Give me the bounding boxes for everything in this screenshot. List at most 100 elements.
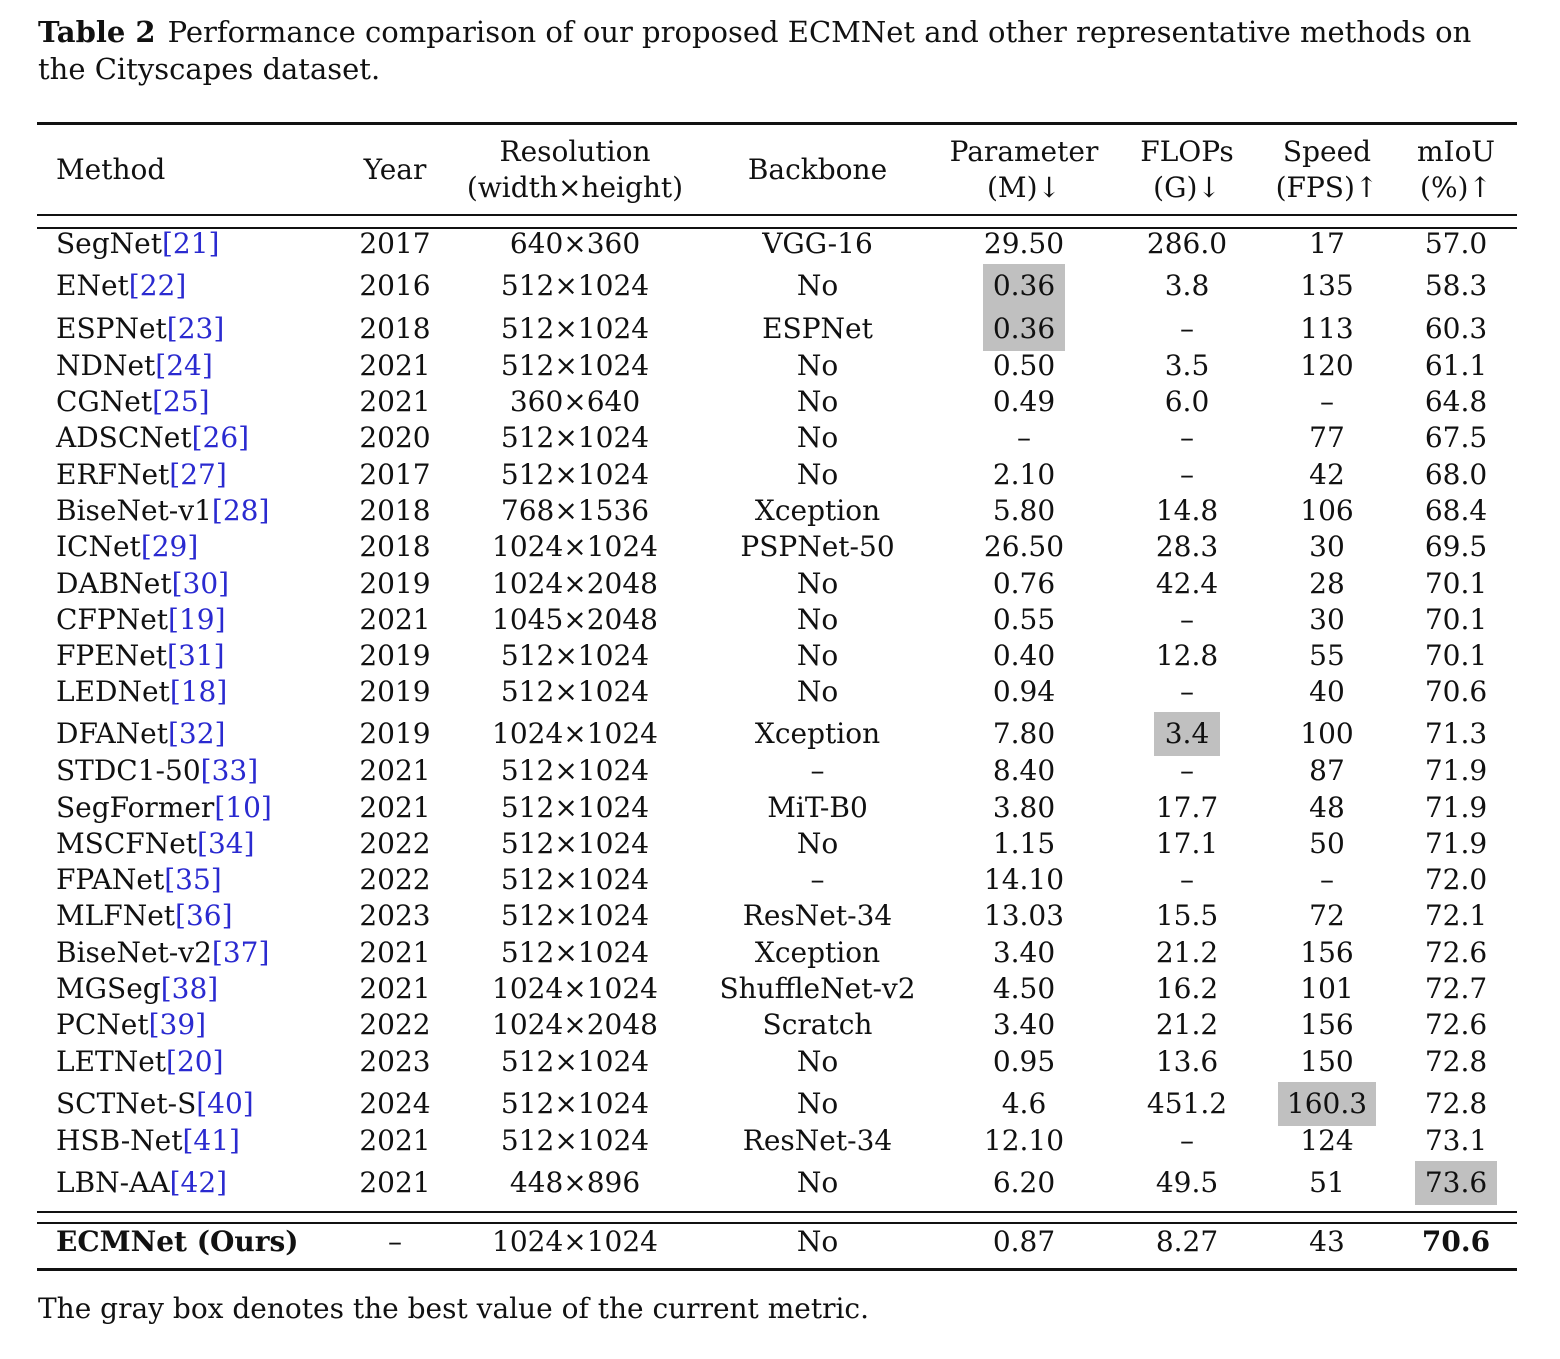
- citation-link[interactable]: [23]: [166, 312, 225, 345]
- method-name: SCTNet-S: [56, 1087, 197, 1120]
- resolution-value: 512×1024: [500, 1087, 650, 1120]
- row-method: NDNet[24]: [56, 348, 346, 384]
- row-resolution: 512×1024: [455, 898, 695, 934]
- backbone-value: No: [796, 1166, 839, 1199]
- row-year: 2019: [350, 566, 440, 602]
- params-value: 0.76: [992, 567, 1056, 600]
- row-miou: 70.1: [1405, 638, 1507, 674]
- backbone-value: No: [796, 1045, 839, 1078]
- row-miou: 71.9: [1405, 826, 1507, 862]
- row-miou: 68.4: [1405, 493, 1507, 529]
- backbone-value: Xception: [754, 936, 881, 969]
- citation-link[interactable]: [29]: [140, 530, 199, 563]
- citation-link[interactable]: [32]: [168, 717, 226, 750]
- header-rule: [37, 214, 1517, 216]
- row-miou: 61.1: [1405, 348, 1507, 384]
- citation-link[interactable]: [38]: [160, 972, 219, 1005]
- table-row: DFANet[32] 2019 1024×1024 Xception 7.80 3.4 10…: [0, 712, 1560, 756]
- row-speed: 77: [1265, 420, 1389, 456]
- citation-link[interactable]: [18]: [169, 675, 228, 708]
- method-name: ESPNet: [56, 312, 167, 345]
- row-miou: 67.5: [1405, 420, 1507, 456]
- ours-year: –: [388, 1225, 402, 1258]
- resolution-value: 640×360: [509, 227, 641, 260]
- citation-link[interactable]: [22]: [128, 269, 187, 302]
- flops-value: 17.1: [1155, 827, 1219, 860]
- row-miou: 72.6: [1405, 935, 1507, 971]
- params-value: 4.6: [1001, 1087, 1047, 1120]
- citation-link[interactable]: [39]: [148, 1008, 207, 1041]
- row-year: 2019: [350, 674, 440, 710]
- citation-link[interactable]: [35]: [164, 863, 222, 896]
- row-method: BiseNet-v1[28]: [56, 493, 346, 529]
- speed-value: –: [1320, 863, 1334, 896]
- citation-link[interactable]: [37]: [211, 936, 270, 969]
- best-value-highlight: [983, 264, 1065, 308]
- year-value: 2021: [359, 603, 431, 636]
- row-params: 26.50: [945, 529, 1103, 565]
- row-miou: 73.6: [1405, 1161, 1507, 1205]
- year-value: 2023: [359, 1045, 431, 1078]
- row-backbone: Xception: [710, 493, 925, 529]
- citation-link[interactable]: [24]: [155, 349, 213, 382]
- method-name: CFPNet: [56, 603, 169, 636]
- row-miou: 60.3: [1405, 311, 1507, 347]
- row-resolution: 512×1024: [455, 753, 695, 789]
- best-value-highlight: [1415, 1161, 1497, 1205]
- flops-value: 16.2: [1155, 972, 1219, 1005]
- citation-link[interactable]: [41]: [182, 1124, 240, 1157]
- citation-link[interactable]: [34]: [197, 827, 255, 860]
- row-backbone: No: [710, 1044, 925, 1080]
- citation-link[interactable]: [31]: [167, 639, 225, 672]
- params-value: 0.95: [992, 1045, 1056, 1078]
- citation-link[interactable]: [27]: [169, 458, 227, 491]
- miou-value: 70.1: [1424, 603, 1488, 636]
- header-backbone: Backbone: [710, 134, 925, 206]
- citation-link[interactable]: [40]: [196, 1087, 254, 1120]
- citation-link[interactable]: [19]: [168, 603, 226, 636]
- row-flops: –: [1118, 602, 1256, 638]
- params-value: 29.50: [983, 227, 1065, 260]
- row-speed: 72: [1265, 898, 1389, 934]
- miou-value: 70.1: [1424, 639, 1488, 672]
- flops-value: 13.6: [1155, 1045, 1219, 1078]
- header-miou: mIoU (%)↑: [1405, 134, 1507, 206]
- row-miou: 71.3: [1405, 716, 1507, 752]
- citation-link[interactable]: [20]: [166, 1045, 224, 1078]
- row-flops: 451.2: [1118, 1086, 1256, 1122]
- row-resolution: 512×1024: [455, 935, 695, 971]
- params-value: 0.94: [992, 675, 1056, 708]
- method-name: PCNet: [56, 1008, 149, 1041]
- row-speed: –: [1265, 862, 1389, 898]
- table-row: ESPNet[23] 2018 512×1024 ESPNet 0.36–113 60.3: [0, 307, 1560, 351]
- miou-value: 71.9: [1424, 827, 1488, 860]
- citation-link[interactable]: [42]: [169, 1166, 228, 1199]
- table-caption: Table 2 Performance comparison of our pro…: [38, 14, 1518, 88]
- row-speed: 87: [1265, 753, 1389, 789]
- citation-link[interactable]: [10]: [214, 791, 272, 824]
- resolution-value: 1024×1024: [492, 972, 658, 1005]
- row-method: BiseNet-v2[37]: [56, 935, 346, 971]
- citation-link[interactable]: [33]: [200, 754, 259, 787]
- row-params: 12.10: [945, 1123, 1103, 1159]
- miou-value: 61.1: [1424, 349, 1488, 382]
- citation-link[interactable]: [21]: [162, 227, 220, 260]
- row-backbone: Xception: [710, 716, 925, 752]
- citation-link[interactable]: [36]: [175, 899, 233, 932]
- row-params: 4.6: [945, 1086, 1103, 1122]
- ours-method: ECMNet (Ours): [56, 1225, 299, 1258]
- method-name: DFANet: [56, 717, 168, 750]
- row-year: 2021: [350, 1123, 440, 1159]
- table-row-ours: ECMNet (Ours) – 1024×1024 No 0.87 8.27 4…: [0, 1224, 1560, 1260]
- resolution-value: 512×1024: [500, 827, 650, 860]
- miou-value: 58.3: [1424, 269, 1488, 302]
- citation-link[interactable]: [28]: [211, 494, 270, 527]
- row-year: 2022: [350, 826, 440, 862]
- year-value: 2016: [359, 269, 431, 302]
- params-value: 0.36: [992, 312, 1056, 345]
- citation-link[interactable]: [26]: [191, 421, 250, 454]
- method-name: SegNet: [56, 227, 162, 260]
- citation-link[interactable]: [30]: [171, 567, 230, 600]
- citation-link[interactable]: [25]: [152, 385, 210, 418]
- year-value: 2021: [359, 791, 431, 824]
